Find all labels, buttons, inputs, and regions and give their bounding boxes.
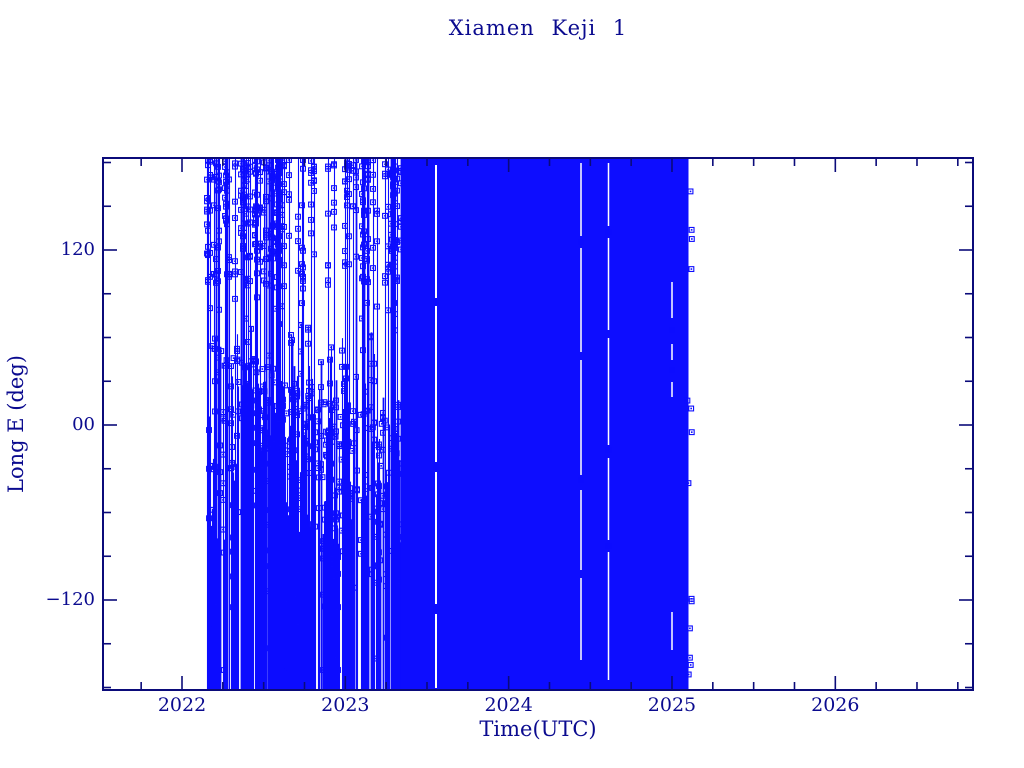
x-tick-label: 2026 (811, 694, 860, 716)
y-tick-label: −120 (45, 588, 95, 610)
x-tick-label: 2023 (321, 694, 370, 716)
chart-title: Xiamen Keji 1 (448, 16, 628, 40)
x-tick-label: 2022 (157, 694, 207, 716)
x-tick-label: 2024 (484, 694, 533, 716)
axis-layer (102, 157, 974, 691)
data-layer (204, 157, 695, 689)
x-tick-label: 2025 (647, 694, 697, 716)
y-tick-label: 120 (60, 239, 95, 260)
x-axis-title: Time(UTC) (479, 717, 597, 741)
y-tick-label: 00 (72, 414, 95, 435)
